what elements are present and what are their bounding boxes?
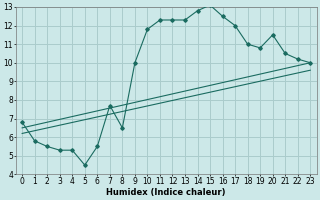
- X-axis label: Humidex (Indice chaleur): Humidex (Indice chaleur): [107, 188, 226, 197]
